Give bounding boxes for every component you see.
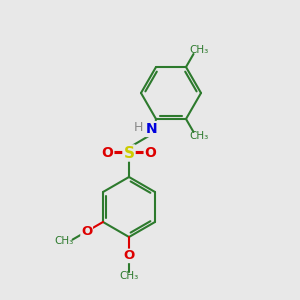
- Text: CH₃: CH₃: [189, 45, 208, 55]
- Text: S: S: [124, 146, 134, 160]
- Text: CH₃: CH₃: [189, 131, 208, 141]
- Text: O: O: [145, 146, 157, 160]
- Text: N: N: [146, 122, 157, 136]
- Text: O: O: [81, 225, 92, 238]
- Text: H: H: [134, 121, 144, 134]
- Text: O: O: [123, 249, 135, 262]
- Text: CH₃: CH₃: [55, 236, 74, 246]
- Text: CH₃: CH₃: [119, 271, 139, 281]
- Text: O: O: [101, 146, 113, 160]
